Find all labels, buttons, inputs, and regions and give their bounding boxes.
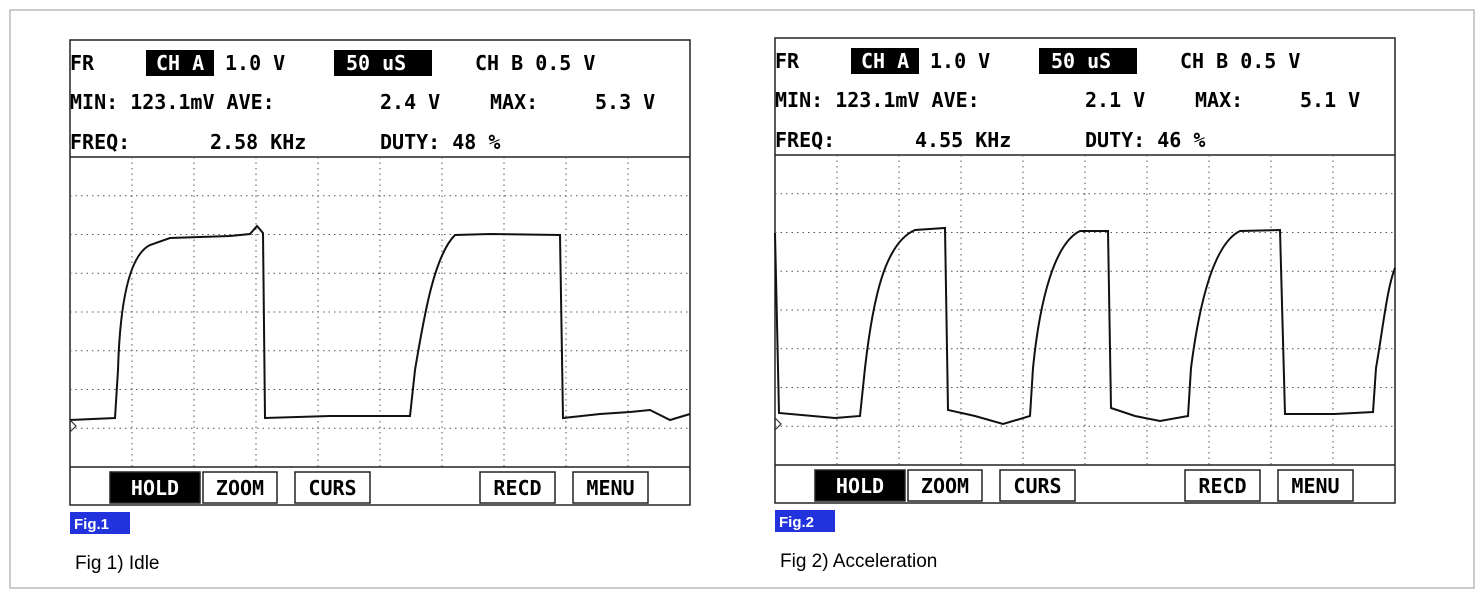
status-text: CH A	[156, 51, 204, 75]
figure-badge	[70, 512, 130, 534]
figure-label: Fig.2	[779, 514, 814, 531]
soft-key-label[interactable]: RECD	[493, 476, 541, 500]
status-text: 1.0 V	[225, 51, 285, 75]
status-text: CH B 0.5 V	[475, 51, 595, 75]
status-text: 4.55 KHz	[915, 128, 1011, 152]
soft-key-label[interactable]: ZOOM	[216, 476, 264, 500]
status-text: FR	[775, 49, 800, 73]
soft-key-label[interactable]: HOLD	[836, 474, 884, 498]
label-highlight	[146, 50, 214, 76]
soft-key-label[interactable]: HOLD	[131, 476, 179, 500]
status-text: 2.1 V	[1085, 88, 1145, 112]
status-text: MAX:	[490, 90, 538, 114]
soft-key	[572, 471, 649, 504]
figure-badge	[775, 510, 835, 532]
status-text: FR	[70, 51, 95, 75]
ground-marker	[774, 417, 782, 431]
status-text: MIN: 123.1mV AVE:	[775, 88, 980, 112]
scope-panel: FR CH A 1.0 V 50 uS CH B 0.5 V MIN: 123.1mV A…	[69, 39, 691, 574]
soft-key-label[interactable]: MENU	[1291, 474, 1339, 498]
status-text: CH A	[861, 49, 909, 73]
status-text: FREQ:	[775, 128, 835, 152]
soft-key-label[interactable]: CURS	[308, 476, 356, 500]
status-text: DUTY: 48 %	[380, 130, 500, 154]
caption: Fig 1) Idle	[75, 553, 159, 574]
soft-key	[1277, 469, 1354, 502]
soft-key-label[interactable]: CURS	[1013, 474, 1061, 498]
soft-key	[202, 471, 278, 504]
status-text: 2.58 KHz	[210, 130, 306, 154]
status-text: 1.0 V	[930, 49, 990, 73]
soft-key	[479, 471, 556, 504]
status-text: 50 uS	[346, 51, 406, 75]
caption: Fig 2) Acceleration	[780, 551, 937, 572]
status-text: 2.4 V	[380, 90, 440, 114]
waveform	[69, 224, 691, 422]
soft-key	[907, 469, 983, 502]
ground-marker	[69, 419, 77, 433]
soft-key	[109, 471, 201, 504]
soft-key-label[interactable]: RECD	[1198, 474, 1246, 498]
status-text: 5.3 V	[595, 90, 655, 114]
figure-label: Fig.1	[74, 516, 109, 533]
waveform	[774, 226, 1396, 426]
status-text: DUTY: 46 %	[1085, 128, 1205, 152]
soft-key	[999, 469, 1076, 502]
label-highlight	[334, 50, 432, 76]
soft-key	[814, 469, 906, 502]
scope-panel: FR CH A 1.0 V 50 uS CH B 0.5 V MIN: 123.1mV A…	[774, 37, 1396, 572]
status-text: FREQ:	[70, 130, 130, 154]
soft-key	[1184, 469, 1261, 502]
status-text: MIN: 123.1mV AVE:	[70, 90, 275, 114]
soft-key-label[interactable]: ZOOM	[921, 474, 969, 498]
status-text: 5.1 V	[1300, 88, 1360, 112]
label-highlight	[851, 48, 919, 74]
status-text: MAX:	[1195, 88, 1243, 112]
soft-key-label[interactable]: MENU	[586, 476, 634, 500]
status-text: CH B 0.5 V	[1180, 49, 1300, 73]
status-text: 50 uS	[1051, 49, 1111, 73]
label-highlight	[1039, 48, 1137, 74]
soft-key	[294, 471, 371, 504]
